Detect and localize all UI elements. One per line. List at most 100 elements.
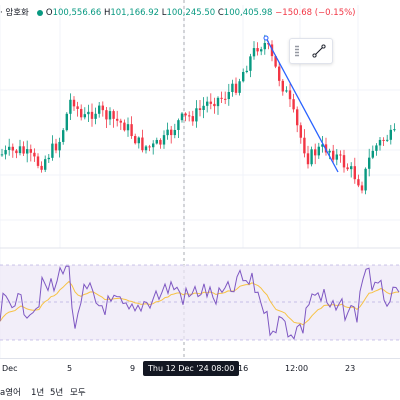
candle-body [224, 98, 227, 100]
candle-body [375, 145, 378, 151]
candle-body [148, 146, 151, 148]
candle-body [137, 137, 140, 144]
candle-body [389, 129, 392, 140]
candle-body [130, 124, 133, 137]
candle-body [281, 80, 284, 92]
candle-body [206, 101, 209, 106]
open-value: 100,556.66 [52, 8, 102, 18]
candle-body [83, 114, 86, 118]
candle-body [62, 130, 65, 142]
candle-body [357, 179, 360, 186]
time-label-1200: 12:00 [285, 364, 309, 373]
price-chart[interactable] [0, 0, 400, 358]
grid-lines [0, 5, 400, 358]
crosshair-time-label: Thu 12 Dec '24 08:00 [143, 361, 240, 376]
candle-body [0, 154, 4, 156]
candle-body [252, 48, 256, 57]
candle-body [386, 139, 389, 141]
trendline-handle-start[interactable] [263, 35, 269, 41]
candle-body [292, 99, 295, 110]
candle-body [256, 48, 259, 52]
drag-handle-icon[interactable] [295, 45, 299, 57]
candle-body [213, 103, 216, 107]
candle-body [159, 139, 162, 145]
candle-body [119, 120, 122, 123]
candle-body [299, 125, 302, 138]
range-partial[interactable]: a영어 [0, 388, 21, 398]
candle-body [29, 149, 32, 153]
candle-body [69, 99, 72, 114]
candle-body [220, 97, 223, 99]
range-1y-button[interactable]: 1년 [31, 388, 45, 398]
candle-body [368, 157, 371, 169]
trendline[interactable] [265, 37, 339, 173]
candle-body [306, 153, 310, 165]
candle-body [371, 150, 374, 158]
candle-body [112, 111, 115, 119]
symbol-label[interactable]: · 암호화 [0, 8, 29, 18]
candle-body [231, 83, 234, 92]
change-value: −150.68 (−0.15%) [275, 8, 356, 18]
ohlc-legend: · 암호화 O100,556.66 H101,166.92 L100,245.50… [0, 6, 356, 18]
indicator-line [0, 265, 400, 340]
candle-body [58, 141, 61, 151]
candle-body [234, 83, 238, 93]
candle-body [317, 146, 320, 156]
candle-body [33, 152, 36, 157]
candle-body [332, 150, 335, 160]
range-all-button[interactable]: 모두 [70, 388, 86, 398]
time-label-5: 5 [67, 364, 73, 373]
candle-body [180, 113, 184, 121]
candle-body [260, 49, 263, 52]
candle-body [339, 154, 342, 156]
candle-body [378, 139, 382, 146]
candle-body [166, 129, 169, 136]
high-value: 101,166.92 [110, 8, 160, 18]
candle-body [101, 105, 104, 111]
status-dot [36, 9, 43, 16]
candle-body [123, 122, 126, 131]
candle-body [36, 156, 40, 166]
candle-body [310, 149, 313, 165]
candle-body [4, 150, 7, 155]
low-label: L [161, 8, 167, 18]
candle-body [238, 81, 241, 93]
time-label-dec: Dec [2, 364, 18, 373]
candle-body [249, 56, 252, 71]
range-5y-button[interactable]: 5년 [50, 388, 64, 398]
candle-body [278, 66, 281, 81]
candle-body [346, 167, 349, 170]
candle-body [353, 166, 356, 180]
candle-body [288, 90, 292, 100]
candle-body [184, 113, 187, 116]
open-label: O [45, 8, 53, 18]
candle-body [350, 166, 353, 170]
candle-body [285, 90, 288, 92]
candle-body [90, 111, 94, 119]
time-label-16: 16 [238, 364, 249, 373]
high-label: H [103, 8, 111, 18]
candle-body [155, 139, 158, 144]
candle-body [170, 129, 173, 136]
candle-body [51, 143, 54, 158]
candle-body [360, 185, 364, 191]
candle-body [227, 91, 230, 100]
candle-body [87, 111, 90, 115]
candle-body [162, 135, 166, 145]
candle-body [202, 105, 205, 110]
candle-body [18, 146, 22, 154]
candle-body [98, 105, 101, 114]
drawing-toolbar[interactable] [289, 38, 333, 64]
trendline-icon[interactable] [312, 44, 326, 58]
candle-body [364, 168, 367, 191]
candle-body [54, 143, 58, 151]
candle-body [15, 150, 18, 154]
close-label: C [217, 8, 224, 18]
candle-body [44, 159, 47, 170]
candle-body [94, 113, 97, 119]
candle-body [105, 110, 108, 120]
candle-body [216, 97, 220, 107]
time-axis[interactable]: Dec 5 9 16 12:00 23 Thu 12 Dec '24 08:00 [0, 358, 400, 381]
candle-body [245, 70, 248, 72]
candle-body [263, 42, 266, 50]
